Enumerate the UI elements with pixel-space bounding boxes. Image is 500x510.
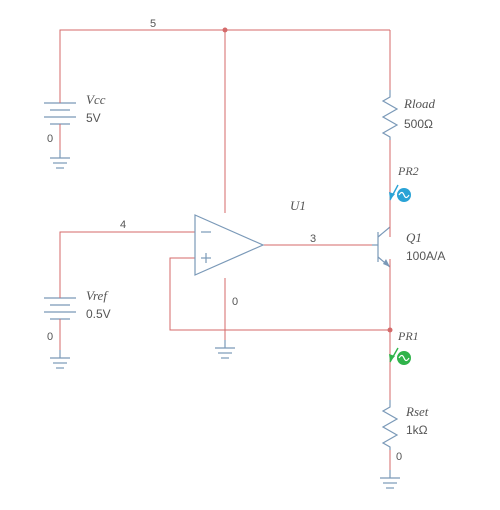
ground-symbol <box>215 340 235 358</box>
q1-value: 100A/A <box>406 249 445 263</box>
vref-label: Vref <box>86 288 109 303</box>
wire <box>60 232 195 290</box>
voltage-source-vref <box>44 290 76 320</box>
ground-symbol <box>50 350 70 368</box>
resistor-rload <box>383 90 397 140</box>
rset-value: 1kΩ <box>406 423 428 437</box>
q1-label: Q1 <box>406 230 422 245</box>
vref-value: 0.5V <box>86 307 111 321</box>
vcc-label: Vcc <box>86 92 106 107</box>
net-label: 3 <box>310 233 316 245</box>
net-label: 0 <box>47 331 53 343</box>
net-label: 0 <box>47 133 53 145</box>
u1-label: U1 <box>290 198 306 213</box>
opamp-u1 <box>195 215 263 275</box>
rset-label: Rset <box>405 404 429 419</box>
vcc-value: 5V <box>86 111 101 125</box>
ground-symbol <box>380 470 400 488</box>
net-label: 0 <box>232 296 238 308</box>
probe-pr1: PR1 <box>389 329 419 365</box>
resistor-rset <box>383 400 397 450</box>
wire <box>170 258 390 330</box>
rload-value: 500Ω <box>404 117 433 131</box>
ground-symbol <box>50 150 70 168</box>
circuit-schematic: Vcc 5V 0 Vref 0.5V 0 U1 0 <box>0 0 500 510</box>
net-label: 4 <box>120 219 126 231</box>
net-label: 0 <box>396 451 402 463</box>
voltage-source-vcc <box>44 95 76 125</box>
net-label: 5 <box>150 18 156 30</box>
transistor-q1 <box>372 227 390 267</box>
pr1-label: PR1 <box>397 329 419 343</box>
probe-pr2: PR2 <box>389 164 419 202</box>
pr2-label: PR2 <box>397 164 419 178</box>
rload-label: Rload <box>403 96 436 111</box>
